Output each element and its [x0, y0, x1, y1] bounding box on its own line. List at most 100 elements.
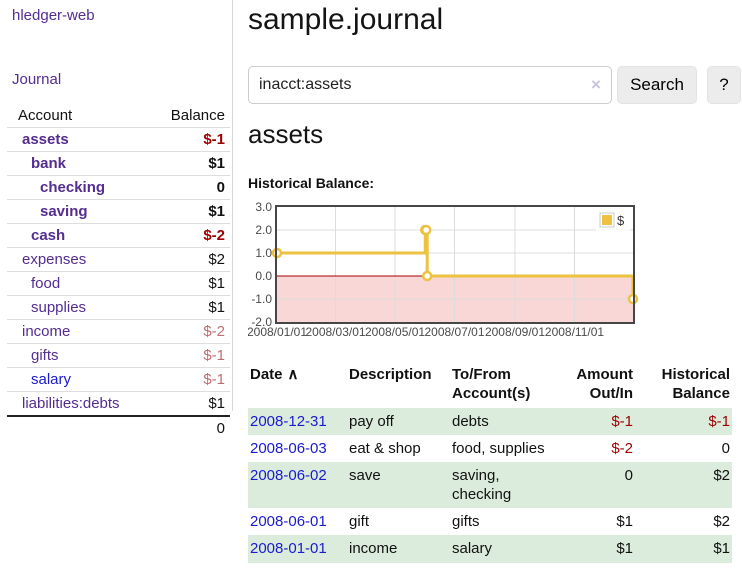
transaction-amount: $1	[616, 513, 633, 531]
transaction-amount: $-2	[611, 439, 633, 457]
svg-text:2008/11/01: 2008/11/01	[545, 325, 604, 339]
account-link[interactable]: income	[22, 323, 71, 340]
svg-text:$: $	[617, 213, 625, 228]
transaction-description: save	[349, 466, 381, 484]
svg-text:2008/07/01: 2008/07/01	[424, 325, 484, 339]
account-link[interactable]: cash	[31, 227, 66, 244]
chart-title: Historical Balance:	[248, 175, 375, 191]
account-row: expenses $2	[7, 247, 230, 272]
historical-balance-chart: 3.0 2.0 1.0 0.0 -1.0 -2.0 2008/01/01 2008/03/01…	[247, 200, 742, 342]
svg-text:1.0: 1.0	[255, 246, 272, 260]
register-header-row: Date ∧ Description To/From Account(s) Amount…	[248, 364, 732, 408]
register-column-header[interactable]: Description	[349, 366, 432, 383]
transaction-amount: $1	[616, 540, 633, 558]
account-balance: $-1	[153, 343, 230, 368]
transaction-balance: $2	[713, 513, 730, 531]
transaction-description: income	[349, 540, 398, 558]
register-body: 2008-12-31 pay off debts $-1 $-1 2008-06-03 ea…	[248, 407, 732, 563]
account-balance: $1	[153, 151, 230, 176]
transaction-row: 2008-01-01 income salary $1 $1	[248, 535, 732, 563]
account-link[interactable]: liabilities:debts	[22, 395, 120, 412]
account-link[interactable]: bank	[31, 155, 67, 172]
transaction-row: 2008-06-01 gift gifts $1 $2	[248, 508, 732, 535]
clear-search-icon[interactable]: ×	[591, 75, 601, 94]
transaction-balance: $1	[713, 540, 730, 558]
help-button[interactable]: ?	[707, 66, 741, 104]
search-input[interactable]	[248, 66, 612, 104]
accounts-total-value: 0	[153, 415, 230, 440]
account-balance: $-1	[153, 127, 230, 152]
app-brand-link[interactable]: hledger-web	[12, 7, 95, 24]
transaction-date-link[interactable]: 2008-06-01	[250, 513, 327, 531]
account-link[interactable]: salary	[31, 371, 72, 388]
svg-text:2008/09/01: 2008/09/01	[485, 325, 545, 339]
sort-asc-icon: ∧	[287, 366, 299, 383]
account-balance: $-1	[153, 367, 230, 392]
transaction-amount: 0	[624, 466, 633, 484]
account-row: cash $-2	[7, 223, 230, 248]
transaction-row: 2008-06-02 save saving, checking 0 $2	[248, 461, 732, 509]
account-link[interactable]: food	[31, 275, 61, 292]
accounts-table: Account Balance assets $-1 bank $1 checking 0…	[7, 104, 230, 440]
sidebar: hledger-web Journal Account Balance asse…	[0, 0, 233, 582]
accounts-header-account: Account	[18, 107, 73, 124]
account-balance: $-2	[153, 223, 230, 248]
transaction-row: 2008-12-31 pay off debts $-1 $-1	[248, 407, 732, 435]
transaction-description: pay off	[349, 412, 394, 430]
svg-text:2.0: 2.0	[255, 223, 272, 237]
accounts-header-balance: Balance	[170, 107, 225, 124]
account-link[interactable]: expenses	[22, 251, 87, 268]
search-bar: × Search ?	[248, 66, 742, 104]
transaction-accounts: food, supplies	[452, 439, 545, 457]
transaction-balance: 0	[721, 439, 730, 457]
transaction-description: eat & shop	[349, 439, 421, 457]
svg-text:0.0: 0.0	[255, 269, 272, 283]
transaction-row: 2008-06-03 eat & shop food, supplies $-2 0	[248, 435, 732, 462]
account-row: income $-2	[7, 319, 230, 344]
main-content: sample.journal × Search ? assets Histori…	[247, 0, 742, 582]
account-row: liabilities:debts $1	[7, 391, 230, 416]
svg-text:-1.0: -1.0	[251, 292, 272, 306]
account-row: food $1	[7, 271, 230, 296]
svg-text:3.0: 3.0	[255, 200, 272, 214]
account-row: supplies $1	[7, 295, 230, 320]
account-balance: $1	[153, 271, 230, 296]
account-balance: $1	[153, 295, 230, 320]
account-heading: assets	[248, 119, 324, 149]
transaction-date-link[interactable]: 2008-12-31	[250, 412, 327, 430]
account-link[interactable]: saving	[40, 203, 88, 220]
sidebar-divider	[232, 0, 233, 411]
transaction-balance: $-1	[708, 412, 730, 430]
account-balance: $1	[153, 391, 230, 416]
register-column-header[interactable]: To/From Account(s)	[452, 366, 531, 402]
account-row: assets $-1	[7, 127, 230, 152]
account-balance: $-2	[153, 319, 230, 344]
account-row: saving $1	[7, 199, 230, 224]
account-row: salary $-1	[7, 367, 230, 392]
register-column-header[interactable]: Historical Balance	[661, 366, 730, 402]
account-link[interactable]: checking	[40, 179, 106, 196]
register-table: Date ∧ Description To/From Account(s) Amount…	[248, 364, 732, 563]
account-row: bank $1	[7, 151, 230, 176]
transaction-accounts: debts	[452, 412, 489, 430]
transaction-accounts: salary	[452, 540, 493, 558]
transaction-date-link[interactable]: 2008-06-03	[250, 439, 327, 457]
register-column-header[interactable]: Date ∧	[250, 366, 299, 383]
account-link[interactable]: gifts	[31, 347, 59, 364]
transaction-date-link[interactable]: 2008-01-01	[250, 540, 327, 558]
svg-text:2008/01/01: 2008/01/01	[248, 325, 307, 339]
transaction-accounts: saving, checking	[452, 466, 512, 504]
account-list: assets $-1 bank $1 checking 0 saving $1 cash $-2 e…	[7, 127, 230, 440]
account-balance: 0	[153, 175, 230, 200]
sidebar-item-journal[interactable]: Journal	[12, 71, 62, 88]
register-column-header[interactable]: Amount Out/In	[576, 366, 633, 402]
account-link[interactable]: assets	[22, 131, 69, 148]
svg-text:2008/03/01: 2008/03/01	[305, 325, 365, 339]
svg-text:-2.0: -2.0	[251, 315, 272, 329]
account-row: gifts $-1	[7, 343, 230, 368]
account-balance: $1	[153, 199, 230, 224]
search-button[interactable]: Search	[617, 66, 697, 104]
transaction-accounts: gifts	[452, 513, 480, 531]
account-link[interactable]: supplies	[31, 299, 87, 316]
transaction-date-link[interactable]: 2008-06-02	[250, 466, 327, 484]
